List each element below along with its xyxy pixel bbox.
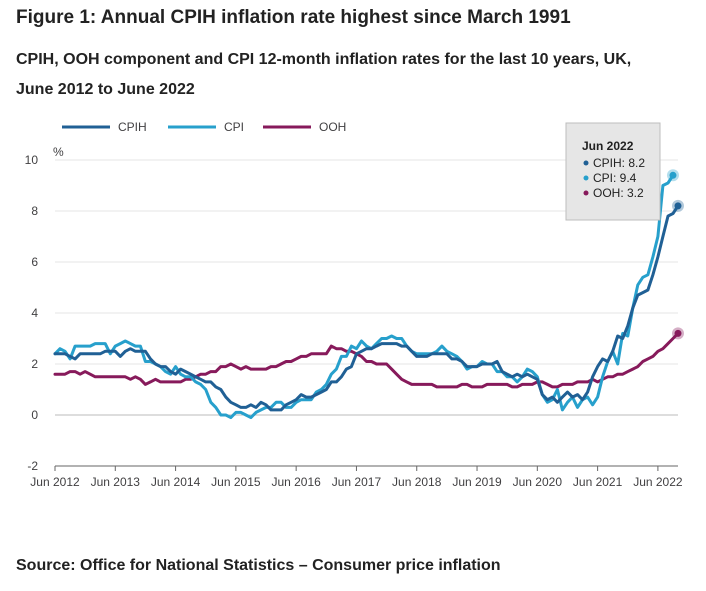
series-line-cpih[interactable] <box>53 204 680 412</box>
x-tick-label: Jun 2021 <box>573 475 623 489</box>
tooltip-box <box>565 122 661 221</box>
x-tick-label: Jun 2012 <box>30 475 80 489</box>
line-chart[interactable]: -2 0 2 4 6 8 10% Jun 2012 Jun 2013 Jun 2014 Jun 20… <box>0 0 706 545</box>
x-tick-label: Jun 2019 <box>452 475 502 489</box>
x-tick-label: Jun 2015 <box>211 475 261 489</box>
tooltip-title: Jun 2022 <box>582 139 634 153</box>
highlight-point-cpih[interactable] <box>674 202 682 210</box>
y-tick-label: 8 <box>31 204 38 218</box>
y-tick-label: -2 <box>27 459 38 473</box>
figure-subtitle: CPIH, OOH component and CPI 12-month inf… <box>16 51 632 98</box>
legend-label-ooh: OOH <box>319 120 346 134</box>
x-tick-label: Jun 2013 <box>91 475 141 489</box>
highlight-point-cpi[interactable] <box>669 171 677 179</box>
y-tick-label: 4 <box>31 306 38 320</box>
y-tick-label: 0 <box>31 408 38 422</box>
highlight-point-ooh[interactable] <box>674 329 682 337</box>
tooltip-line: OOH: 3.2 <box>593 186 644 200</box>
source-note: Source: Office for National Statistics –… <box>16 557 501 574</box>
y-tick-label: 6 <box>31 255 38 269</box>
x-tick-label: Jun 2017 <box>332 475 382 489</box>
x-tick-label: Jun 2020 <box>513 475 563 489</box>
tooltip-bullet <box>583 160 589 166</box>
legend-label-cpi: CPI <box>224 120 244 134</box>
tooltip-line: CPIH: 8.2 <box>593 156 645 170</box>
series-line-ooh[interactable] <box>53 331 680 389</box>
tooltip-bullet <box>583 175 589 181</box>
x-tick-label: Jun 2018 <box>392 475 442 489</box>
tooltip-bullet <box>583 190 589 196</box>
x-tick-label: Jun 2016 <box>271 475 321 489</box>
legend-label-cpih: CPIH <box>118 120 147 134</box>
x-tick-label: Jun 2014 <box>151 475 201 489</box>
y-tick-label: 10 <box>25 153 39 167</box>
x-tick-label: Jun 2022 <box>633 475 683 489</box>
tooltip-line: CPI: 9.4 <box>593 171 637 185</box>
y-tick-label: 2 <box>31 357 38 371</box>
figure-title: Figure 1: Annual CPIH inflation rate hig… <box>16 7 571 28</box>
y-axis-unit-label: % <box>53 145 64 159</box>
